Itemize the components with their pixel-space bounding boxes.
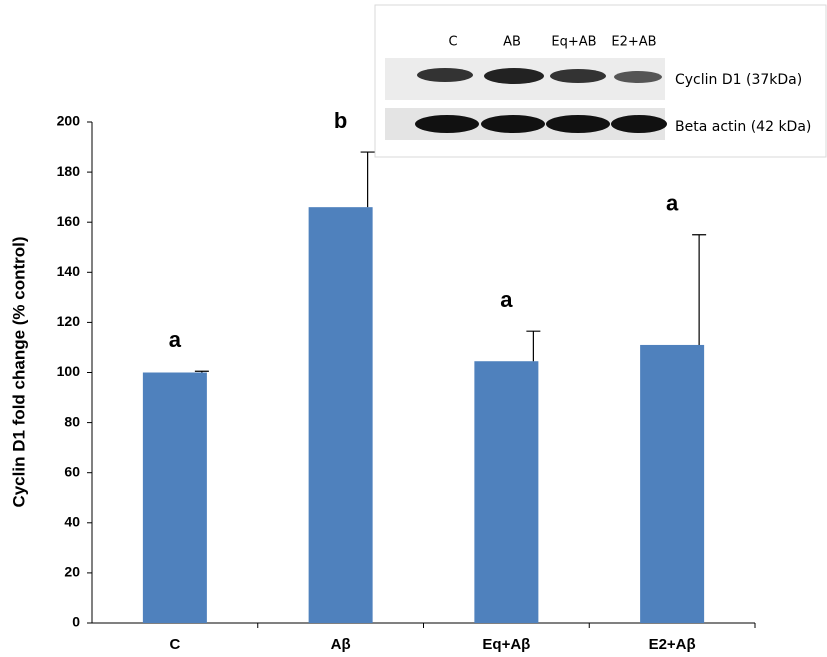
blot-band (546, 115, 610, 133)
blot-band (481, 115, 545, 133)
x-tick-label: Aβ (331, 636, 351, 653)
y-tick-label: 120 (57, 313, 81, 329)
blot-band (484, 68, 544, 84)
bar (143, 373, 207, 624)
bar (309, 207, 373, 623)
significance-letter: b (334, 108, 347, 133)
y-tick-label: 0 (72, 614, 80, 630)
lane-label: E2+AB (611, 35, 656, 50)
y-tick-label: 160 (57, 213, 81, 229)
error-bar (692, 235, 706, 345)
chart: Cyclin D1 fold change (% control) 0 20 40 6… (0, 0, 827, 657)
blot-band (614, 71, 662, 83)
lane-label: Eq+AB (551, 35, 596, 50)
y-tick-label: 200 (57, 113, 81, 129)
blot-band (417, 68, 473, 82)
y-tick-label: 40 (64, 514, 80, 530)
bar (474, 361, 538, 623)
bar (640, 345, 704, 623)
significance-letter: a (500, 287, 513, 312)
y-axis-title: Cyclin D1 fold change (% control) (9, 236, 28, 507)
y-tick-label: 140 (57, 263, 81, 279)
blot-band (611, 115, 667, 133)
blot-row-label: Cyclin D1 (37kDa) (675, 72, 802, 88)
y-tick-label: 80 (64, 413, 80, 429)
error-bar (526, 331, 540, 361)
error-bar (195, 371, 209, 372)
x-tick-label: E2+Aβ (649, 636, 696, 653)
y-tick-label: 100 (57, 363, 81, 379)
error-bar (361, 152, 375, 207)
blot-row-label: Beta actin (42 kDa) (675, 119, 811, 135)
lane-label: C (448, 35, 457, 50)
y-tick-label: 20 (64, 564, 80, 580)
blot-band (550, 69, 606, 83)
significance-letter: a (666, 191, 679, 216)
x-tick-label: Eq+Aβ (482, 636, 530, 653)
y-tick-label: 180 (57, 163, 81, 179)
x-tick-label: C (169, 636, 180, 653)
y-tick-label: 60 (64, 463, 80, 479)
lane-label: AB (503, 35, 521, 50)
blot-band (415, 115, 479, 133)
significance-letter: a (169, 327, 182, 352)
